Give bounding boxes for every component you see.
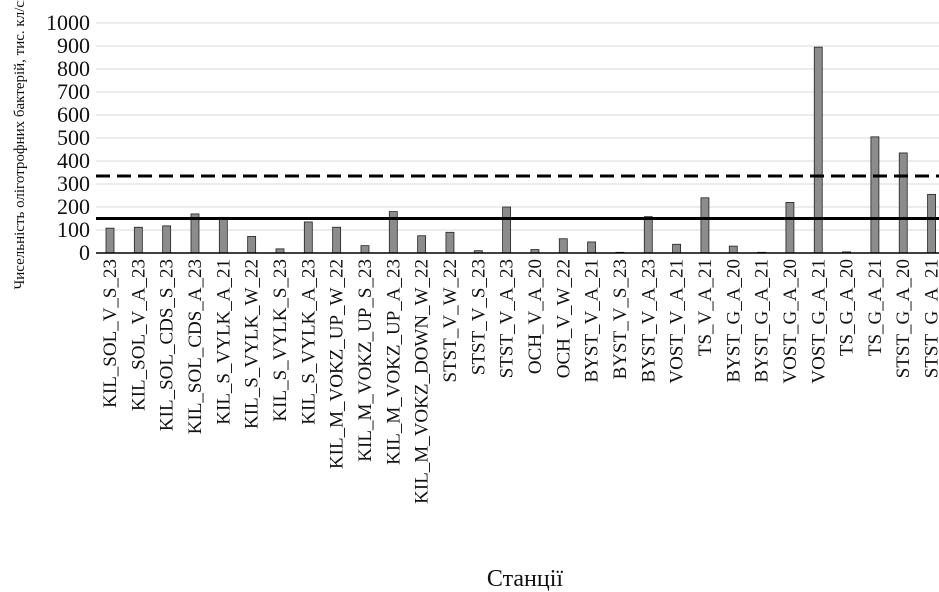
x-tick-label: KIL_S_VYLK_A_21 [213, 259, 234, 425]
bar [332, 226, 342, 254]
bar [105, 227, 115, 254]
bar [728, 245, 738, 254]
bar [870, 136, 880, 254]
x-tick-label: STST_V_A_23 [497, 259, 518, 378]
y-axis-title-text: Чисельність оліготрофних бактерій, тис. … [12, 0, 28, 290]
x-tick-label: KIL_S_VYLK_S_23 [270, 259, 291, 422]
x-tick-label: OCH_V_W_22 [553, 259, 574, 378]
x-tick-label: TS_G_A_21 [865, 259, 886, 356]
gridlines [96, 22, 939, 231]
x-tick-label: BYST_V_A_23 [638, 259, 659, 383]
bar [587, 241, 597, 254]
x-tick-label: KIL_M_VOKZ_UP_S_23 [355, 259, 376, 462]
y-tick-label: 800 [57, 56, 90, 81]
bar [700, 197, 710, 254]
x-tick-label: KIL_SOL_CDS_S_23 [157, 259, 178, 431]
bar [417, 235, 427, 254]
bar [643, 216, 653, 254]
bar [558, 238, 568, 254]
bar [218, 216, 228, 254]
x-tick-label: STST_G_A_20 [893, 259, 914, 378]
x-tick-label: TS_G_A_20 [837, 259, 858, 356]
y-tick-label: 200 [57, 194, 90, 219]
x-tick-label: VOST_G_A_21 [808, 259, 829, 384]
bar [898, 152, 908, 254]
x-tick-label: VOST_V_A_21 [667, 259, 688, 384]
y-axis-title: Чисельність оліготрофних бактерій, тис. … [11, 0, 29, 290]
bar [247, 236, 257, 254]
x-tick-label: KIL_SOL_CDS_A_23 [185, 259, 206, 434]
y-tick-label: 1000 [46, 10, 90, 35]
bar [672, 243, 681, 254]
bar [162, 225, 172, 254]
x-tick-label: OCH_V_A_20 [525, 259, 546, 374]
x-tick-label: BYST_G_A_21 [752, 259, 773, 383]
y-tick-label: 300 [57, 171, 90, 196]
x-tick-label: KIL_S_VYLK_W_22 [242, 259, 263, 429]
bar [133, 226, 143, 254]
x-tick-label: STST_G_A_21 [922, 259, 939, 378]
x-tick-label: KIL_M_VOKZ_UP_A_23 [383, 259, 404, 465]
y-tick-label: 400 [57, 148, 90, 173]
x-tick-label: KIL_SOL_V_S_23 [100, 259, 121, 408]
y-tick-label: 100 [57, 217, 90, 242]
y-tick-label: 900 [57, 33, 90, 58]
bar [813, 46, 823, 254]
y-tick-label: 0 [79, 240, 90, 265]
x-axis-title: Станції [487, 566, 563, 592]
y-tick-label: 600 [57, 102, 90, 127]
bars [105, 46, 936, 254]
x-tick-label: KIL_M_VOKZ_UP_W_22 [327, 259, 348, 469]
x-tick-label: VOST_G_A_20 [780, 259, 801, 384]
bar [502, 206, 512, 254]
x-tick-label: BYST_G_A_20 [723, 259, 744, 383]
x-tick-label: BYST_V_A_21 [582, 259, 603, 383]
x-tick-label: KIL_M_VOKZ_DOWN_W_22 [412, 259, 433, 504]
bar [445, 231, 455, 254]
x-tick-label: STST_V_S_23 [468, 259, 489, 375]
x-tick-label: TS_V_A_21 [695, 259, 716, 356]
y-tick-label: 700 [57, 79, 90, 104]
y-tick-label: 500 [57, 125, 90, 150]
bar [927, 193, 936, 254]
x-tick-label: KIL_SOL_V_A_23 [128, 259, 149, 411]
bar [360, 245, 370, 254]
x-tick-label: BYST_V_S_23 [610, 259, 631, 379]
bar [785, 201, 795, 254]
bar [303, 221, 313, 254]
x-tick-label: KIL_S_VYLK_A_23 [298, 259, 319, 425]
x-axis: KIL_SOL_V_S_23 KIL_SOL_V_A_23 KIL_SOL_CDS_… [96, 252, 939, 504]
reference-lines [96, 174, 939, 220]
x-tick-label: STST_V_W_22 [440, 259, 461, 383]
